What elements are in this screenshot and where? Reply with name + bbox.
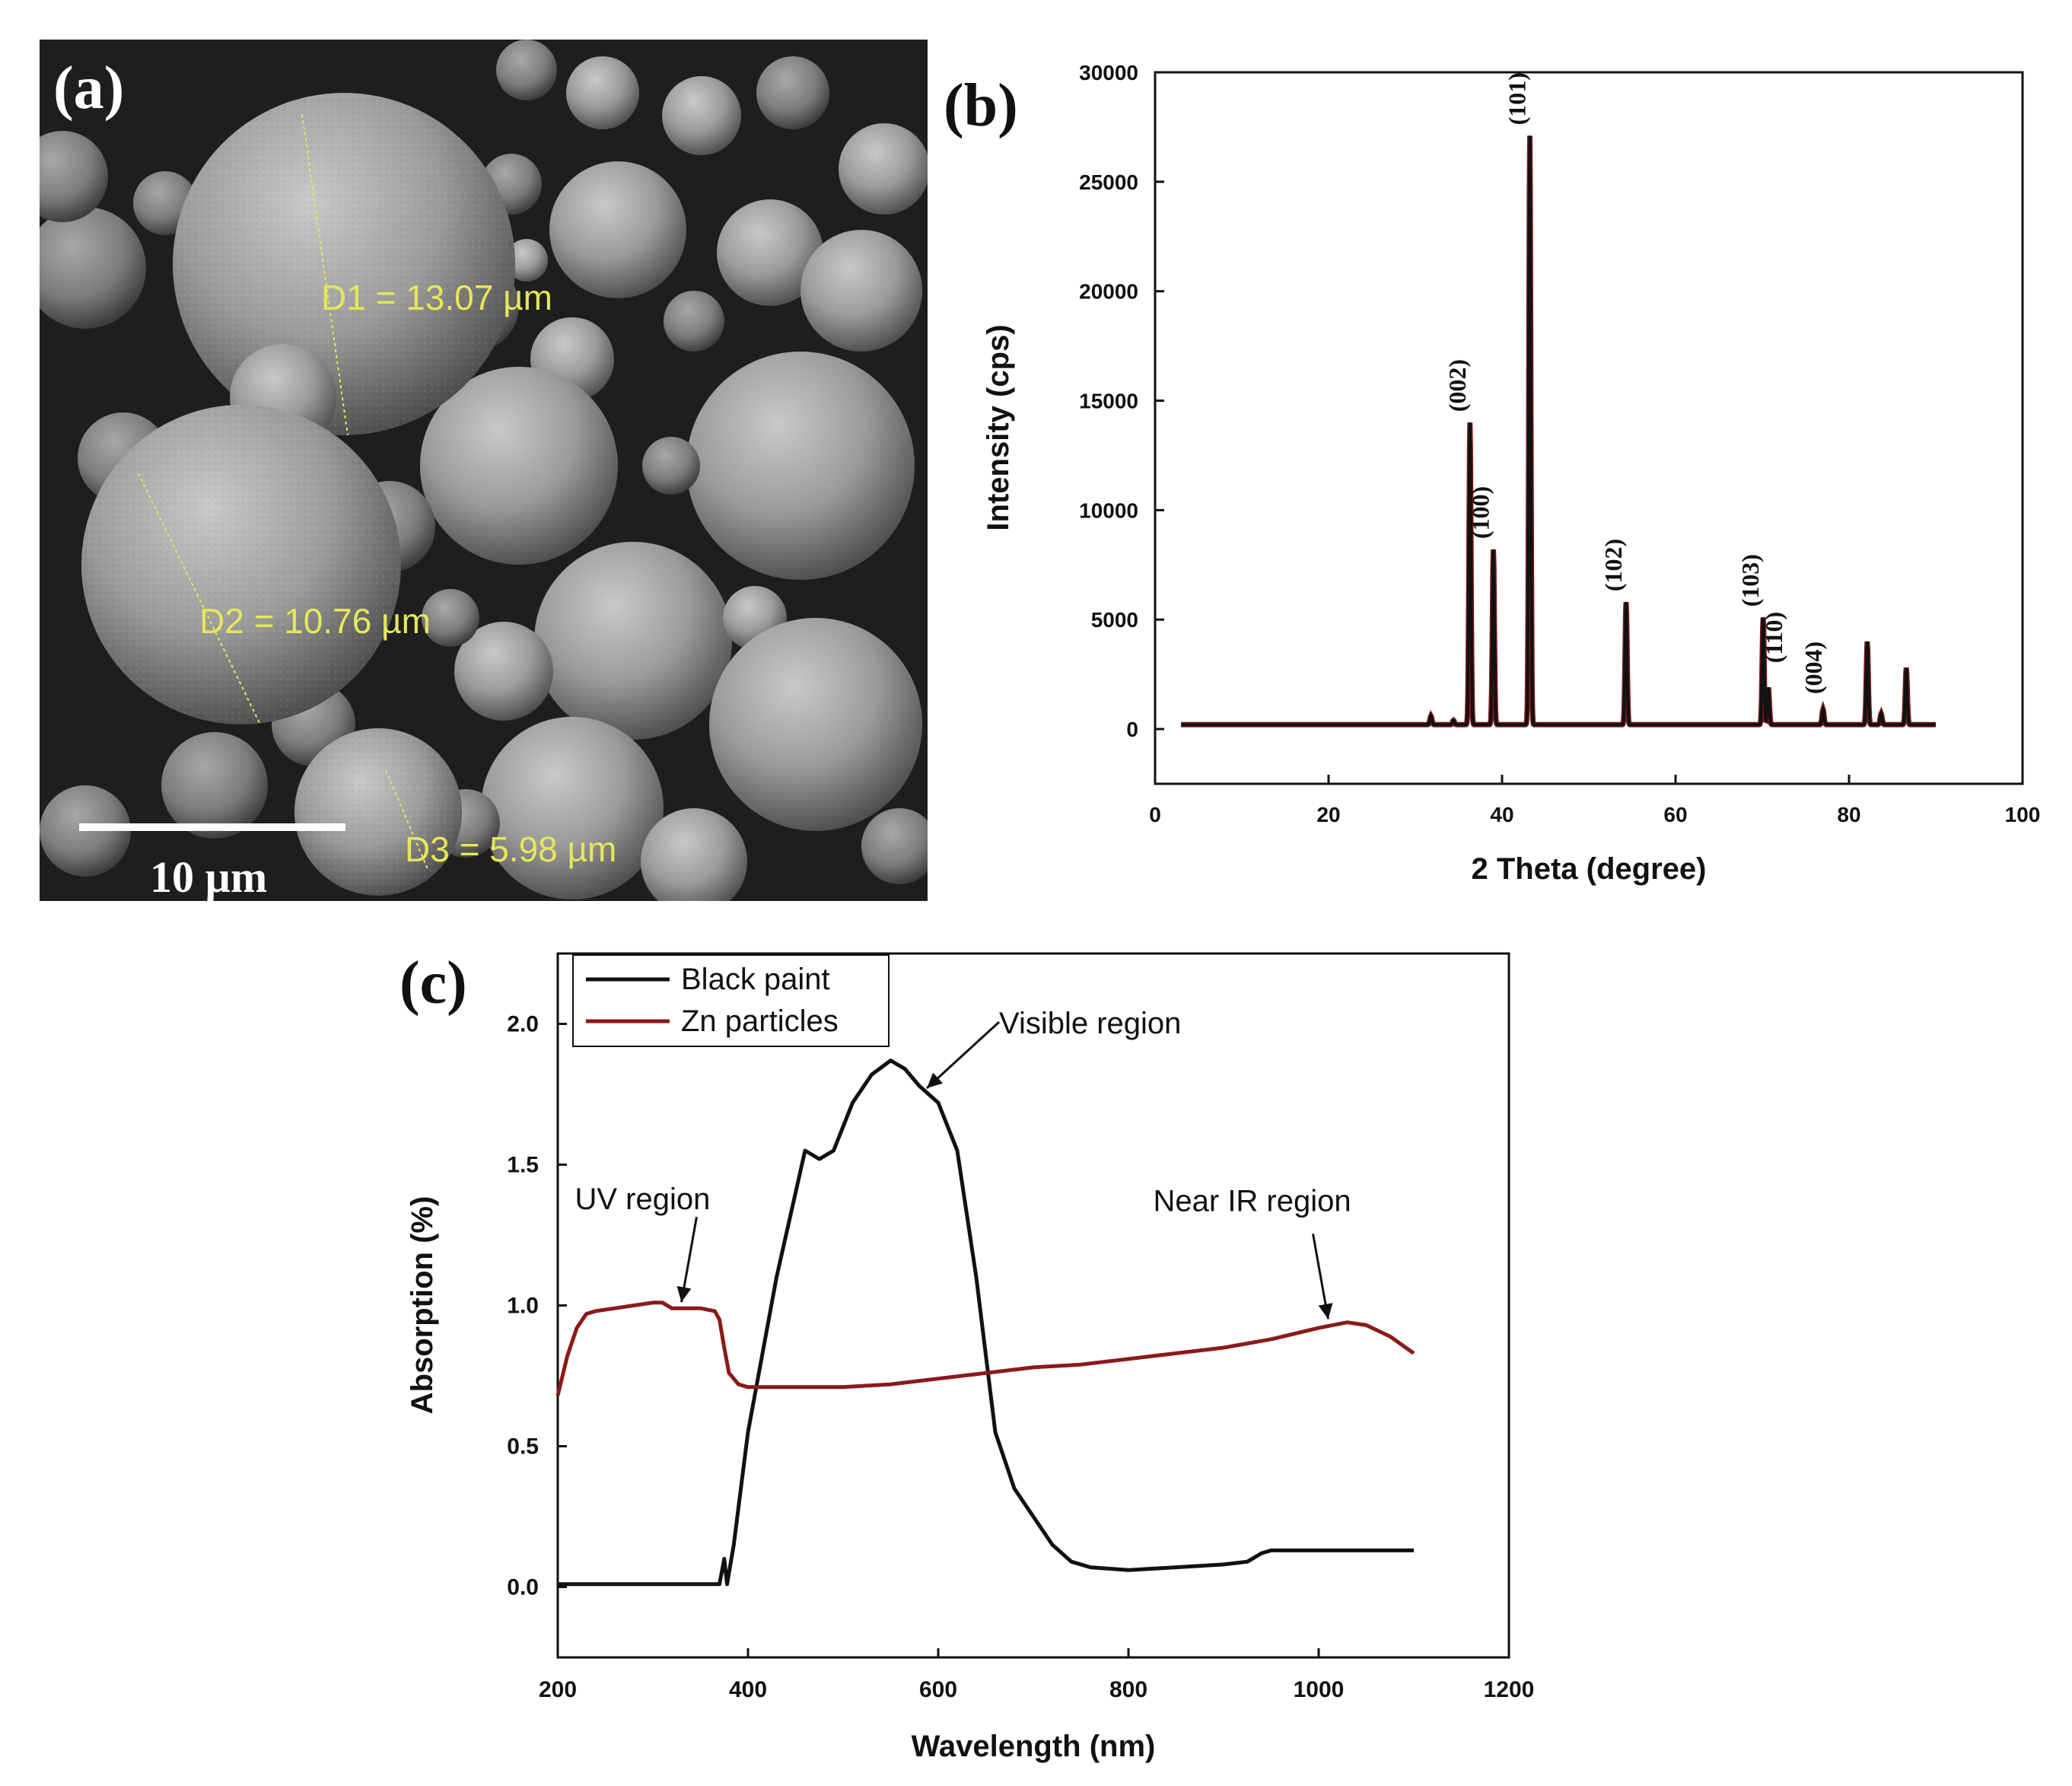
xrd-series-overlay-line — [1181, 135, 1936, 727]
xrd-peak-point — [1529, 135, 1530, 136]
legend-box — [572, 954, 890, 1047]
absorption-x-axis-label: Wavelength (nm) — [912, 1730, 1156, 1763]
xrd-x-tick-label: 100 — [2005, 803, 2041, 826]
panel-label-b: (b) — [944, 72, 1018, 139]
absorption-x-tick-label: 800 — [1109, 1677, 1147, 1702]
xrd-peak-label: (101) — [1503, 72, 1530, 125]
xrd-peak-labels: (002) (100) (101) (102) (103) (110) (004) — [1443, 72, 1827, 694]
xrd-series-line — [1181, 135, 1936, 727]
xrd-x-axis-label: 2 Theta (degree) — [1472, 852, 1707, 886]
absorption-series — [555, 1059, 1415, 1587]
xrd-series — [1181, 135, 1936, 727]
xrd-peak-point — [1469, 422, 1471, 423]
panel-label-a: (a) — [53, 55, 124, 122]
absorption-annotation-label: Visible region — [999, 1007, 1181, 1040]
xrd-y-axis-label: Intensity (cps) — [982, 324, 1015, 530]
xrd-peak-label: (100) — [1467, 486, 1494, 539]
xrd-plot-frame — [1154, 71, 2024, 785]
absorption-annotations: UV region Visible region Near IR region — [575, 1007, 1351, 1320]
xrd-peak-label: (004) — [1800, 641, 1827, 694]
xrd-x-tick-label: 0 — [1149, 803, 1161, 826]
xrd-peak-point — [1625, 601, 1627, 603]
absorption-annotation-arrowhead — [927, 1072, 944, 1088]
measurement-d3: D3 = 5.98 µm — [405, 829, 616, 869]
absorption-y-ticks: 0.0 0.5 1.0 1.5 2.0 — [507, 1012, 567, 1600]
sem-large-spheres — [81, 93, 515, 896]
xrd-peak-label: (110) — [1760, 612, 1787, 664]
absorption-legend: Black paint Zn particles — [572, 954, 890, 1047]
xrd-peak-point — [1880, 713, 1882, 715]
xrd-peak-label: (102) — [1599, 539, 1627, 591]
absorption-x-tick-label: 200 — [539, 1677, 577, 1702]
absorption-x-tick-label: 400 — [729, 1677, 767, 1702]
absorption-annotation-arrow — [925, 1020, 1001, 1090]
xrd-y-tick-label: 20000 — [1079, 280, 1138, 304]
xrd-y-tick-label: 0 — [1126, 718, 1138, 741]
sem-panel: D1 = 13.07 µm D2 = 10.76 µm D3 = 5.98 µm… — [40, 40, 928, 901]
series-line-zn-particles — [555, 1301, 1415, 1396]
xrd-peak-point — [1493, 549, 1494, 550]
xrd-x-tick-label: 20 — [1316, 803, 1340, 826]
xrd-peak-point — [1453, 720, 1454, 721]
legend-label-zn-particles: Zn particles — [681, 1004, 839, 1038]
xrd-y-tick-label: 15000 — [1079, 390, 1138, 413]
xrd-x-ticks: 0 20 40 60 80 100 — [1149, 775, 2040, 826]
scale-bar-label: 10 µm — [150, 852, 267, 901]
absorption-y-tick-label: 1.0 — [507, 1294, 539, 1319]
absorption-y-tick-label: 1.5 — [507, 1153, 539, 1178]
series-line-black-paint — [558, 1059, 1414, 1587]
measurement-lines — [138, 113, 428, 870]
absorption-y-tick-label: 0.0 — [507, 1575, 539, 1600]
measurement-d1: D1 = 13.07 µm — [321, 278, 552, 317]
xrd-chart: (b) 0 20 40 60 80 100 0 5000 10000 15000 20000 250… — [944, 61, 2040, 886]
absorption-annotation-label: Near IR region — [1154, 1184, 1351, 1218]
xrd-x-tick-label: 40 — [1490, 803, 1513, 826]
absorption-chart: (c) 200 400 600 800 1000 1200 0.0 0.5 1.0 1.5 2.0… — [399, 950, 1534, 1763]
xrd-y-tick-label: 5000 — [1091, 608, 1138, 632]
scale-bar — [79, 823, 345, 831]
absorption-x-tick-label: 600 — [919, 1677, 957, 1702]
sem-particles — [40, 40, 928, 901]
xrd-peak-point — [1762, 616, 1764, 618]
xrd-y-tick-label: 30000 — [1079, 61, 1138, 84]
xrd-peak-point — [1822, 708, 1824, 710]
absorption-y-tick-label: 2.0 — [507, 1012, 539, 1037]
measurement-d2: D2 = 10.76 µm — [199, 601, 431, 641]
absorption-annotation-arrowhead — [676, 1286, 692, 1303]
absorption-y-axis-label: Absorption (%) — [406, 1196, 439, 1415]
xrd-x-tick-label: 60 — [1663, 803, 1687, 826]
xrd-peak-label: (103) — [1736, 554, 1764, 606]
absorption-x-tick-label: 1200 — [1484, 1677, 1535, 1702]
absorption-annotation-arrowhead — [1318, 1303, 1333, 1320]
xrd-y-tick-label: 10000 — [1079, 498, 1138, 522]
absorption-x-tick-label: 1000 — [1294, 1677, 1345, 1702]
absorption-x-ticks: 200 400 600 800 1000 1200 — [539, 1648, 1534, 1702]
absorption-y-tick-label: 0.5 — [507, 1434, 539, 1460]
xrd-peak-label: (002) — [1443, 359, 1471, 412]
absorption-annotation-label: UV region — [575, 1183, 711, 1216]
legend-label-black-paint: Black paint — [681, 963, 830, 996]
xrd-peak-point — [1905, 667, 1907, 669]
xrd-x-tick-label: 80 — [1837, 803, 1860, 826]
xrd-y-tick-label: 25000 — [1079, 170, 1138, 194]
xrd-y-ticks: 0 5000 10000 15000 20000 25000 30000 — [1079, 61, 1164, 741]
panel-label-c: (c) — [399, 950, 467, 1017]
